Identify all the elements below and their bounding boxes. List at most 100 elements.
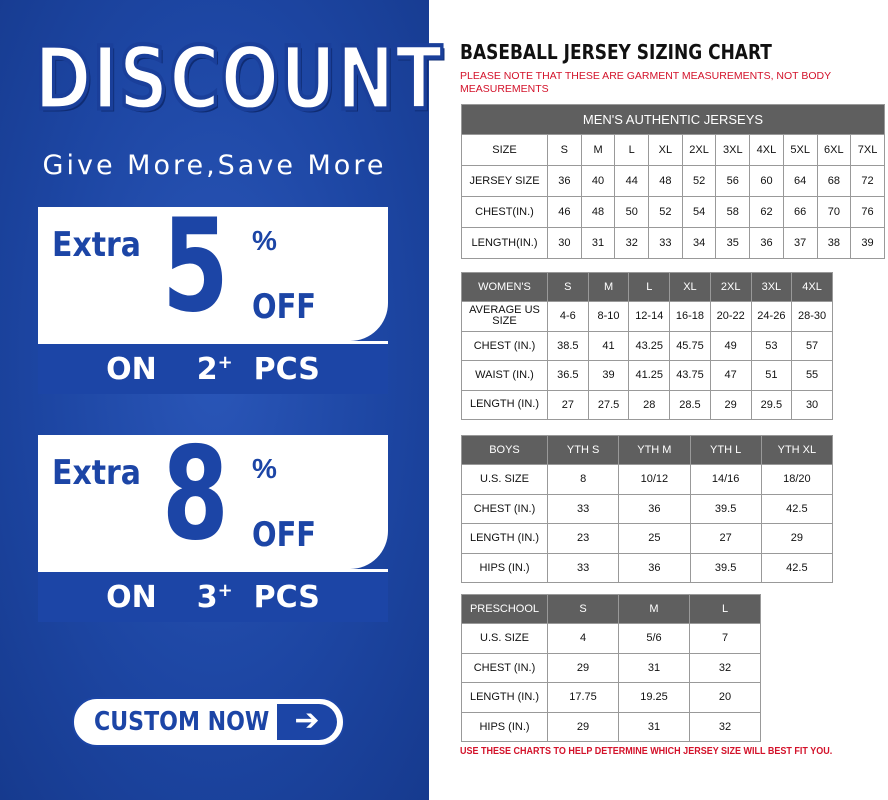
value-cell: 57 xyxy=(791,330,833,361)
table-header-row: WOMEN'S S M L XL 2XL 3XL 4XL xyxy=(461,272,833,302)
value-cell: 31 xyxy=(618,652,690,683)
header-cell: L xyxy=(689,594,761,624)
header-cell: WOMEN'S xyxy=(461,272,548,302)
womens-size-table: WOMEN'S S M L XL 2XL 3XL 4XL AVERAGE US SIZE 4-6 8… xyxy=(461,272,833,420)
offer-off: OFF xyxy=(252,515,317,555)
value-cell: 4-6 xyxy=(547,301,589,332)
header-cell: YTH M xyxy=(618,435,691,465)
header-cell: YTH XL xyxy=(760,435,834,465)
row-label-cell: CHEST(IN.) xyxy=(461,196,548,228)
value-cell: 29 xyxy=(547,711,619,742)
value-cell: 29 xyxy=(547,652,619,683)
value-cell: 41.25 xyxy=(628,360,671,391)
value-cell: 52 xyxy=(648,196,683,228)
table-row: AVERAGE US SIZE 4-6 8-10 12-14 16-18 20-22 24-… xyxy=(461,301,833,332)
table-row: LENGTH (IN.) 23 25 27 29 xyxy=(461,523,834,554)
value-cell: 43.75 xyxy=(669,360,711,391)
value-cell: 39 xyxy=(850,227,885,259)
table-row: LENGTH(IN.) 30 31 32 33 34 35 36 37 38 39 xyxy=(461,227,885,259)
value-cell: 46 xyxy=(547,196,582,228)
value-cell: 76 xyxy=(850,196,885,228)
offer-pcs: PCS xyxy=(253,579,320,615)
value-cell: 66 xyxy=(782,196,818,228)
header-cell: S xyxy=(547,594,619,624)
value-cell: 20 xyxy=(689,682,761,713)
table-row: CHEST (IN.) 38.5 41 43.25 45.75 49 53 57 xyxy=(461,330,833,361)
value-cell: 44 xyxy=(614,165,650,197)
row-label-cell: U.S. SIZE xyxy=(461,623,548,654)
value-cell: 33 xyxy=(546,552,620,583)
offer-plus: + xyxy=(217,351,233,373)
value-cell: 28.5 xyxy=(669,389,711,420)
table-header-row: PRESCHOOL S M L xyxy=(461,594,761,624)
value-cell: 39 xyxy=(587,360,630,391)
offer-off: OFF xyxy=(252,287,317,327)
value-cell: 40 xyxy=(580,165,616,197)
value-cell: 31 xyxy=(618,711,690,742)
offer-qty: 2 xyxy=(196,351,218,387)
value-cell: 18/20 xyxy=(760,464,834,495)
value-cell: 52 xyxy=(681,165,717,197)
value-cell: 42.5 xyxy=(760,493,834,524)
offer-percent: % xyxy=(252,225,277,256)
header-cell: 4XL xyxy=(791,272,833,302)
value-cell: 38.5 xyxy=(547,330,589,361)
custom-now-button[interactable]: CUSTOM NOW ➔ xyxy=(72,697,345,747)
value-cell: 31 xyxy=(580,227,616,259)
offer-pcs: PCS xyxy=(253,351,320,387)
row-label-cell: HIPS (IN.) xyxy=(461,711,548,742)
value-cell: 43.25 xyxy=(628,330,671,361)
value-cell: 50 xyxy=(614,196,650,228)
value-cell: 41 xyxy=(587,330,630,361)
table-row: CHEST (IN.) 33 36 39.5 42.5 xyxy=(461,493,834,524)
offer-plus: + xyxy=(217,579,233,601)
value-cell: 62 xyxy=(749,196,784,228)
value-cell: 36 xyxy=(618,493,691,524)
offer-card-1: Extra 5 % OFF ON 2+ PCS xyxy=(38,203,388,394)
offer-on: ON xyxy=(106,579,157,615)
value-cell: 35 xyxy=(715,227,751,259)
table-header-row: BOYS YTH S YTH M YTH L YTH XL xyxy=(461,435,834,465)
measurement-note: PLEASE NOTE THAT THESE ARE GARMENT MEASU… xyxy=(460,70,831,95)
header-cell: YTH L xyxy=(689,435,762,465)
row-label-cell: LENGTH(IN.) xyxy=(461,227,548,259)
value-cell: 32 xyxy=(614,227,650,259)
tagline: Give More,Save More xyxy=(42,150,387,181)
header-cell: SIZE xyxy=(461,134,548,166)
value-cell: 7 xyxy=(689,623,761,654)
header-cell: 4XL xyxy=(749,134,784,166)
value-cell: 27 xyxy=(689,523,762,554)
offer-card-2: Extra 8 % OFF ON 3+ PCS xyxy=(38,431,388,622)
offer-qty: 3 xyxy=(196,579,218,615)
table-row: CHEST(IN.) 46 48 50 52 54 58 62 66 70 76 xyxy=(461,196,885,228)
value-cell: 49 xyxy=(709,330,752,361)
boys-size-table: BOYS YTH S YTH M YTH L YTH XL U.S. SIZE 8 10/12… xyxy=(461,435,834,583)
table-row: U.S. SIZE 4 5/6 7 xyxy=(461,623,761,654)
value-cell: 32 xyxy=(689,711,761,742)
row-label-cell: JERSEY SIZE xyxy=(461,165,548,197)
value-cell: 4 xyxy=(547,623,619,654)
value-cell: 47 xyxy=(709,360,752,391)
value-cell: 27 xyxy=(547,389,589,420)
table-row: HIPS (IN.) 33 36 39.5 42.5 xyxy=(461,552,834,583)
header-cell: 7XL xyxy=(850,134,885,166)
value-cell: 54 xyxy=(681,196,717,228)
value-cell: 12-14 xyxy=(628,301,671,332)
value-cell: 28 xyxy=(628,389,671,420)
table-row: U.S. SIZE 8 10/12 14/16 18/20 xyxy=(461,464,834,495)
table-row: LENGTH (IN.) 27 27.5 28 28.5 29 29.5 30 xyxy=(461,389,833,420)
table-header-row: SIZE S M L XL 2XL 3XL 4XL 5XL 6XL 7XL xyxy=(461,134,885,166)
value-cell: 37 xyxy=(782,227,818,259)
header-cell: 6XL xyxy=(816,134,852,166)
header-cell: PRESCHOOL xyxy=(461,594,548,624)
value-cell: 39.5 xyxy=(689,552,762,583)
fit-footer-note: USE THESE CHARTS TO HELP DETERMINE WHICH… xyxy=(460,746,833,757)
header-cell: XL xyxy=(669,272,711,302)
offer-percent: % xyxy=(252,453,277,484)
value-cell: 33 xyxy=(546,493,620,524)
offer-on: ON xyxy=(106,351,157,387)
table-row: WAIST (IN.) 36.5 39 41.25 43.75 47 51 55 xyxy=(461,360,833,391)
value-cell: 36.5 xyxy=(547,360,589,391)
header-cell: YTH S xyxy=(546,435,620,465)
chart-title: BASEBALL JERSEY SIZING CHART xyxy=(460,40,772,64)
